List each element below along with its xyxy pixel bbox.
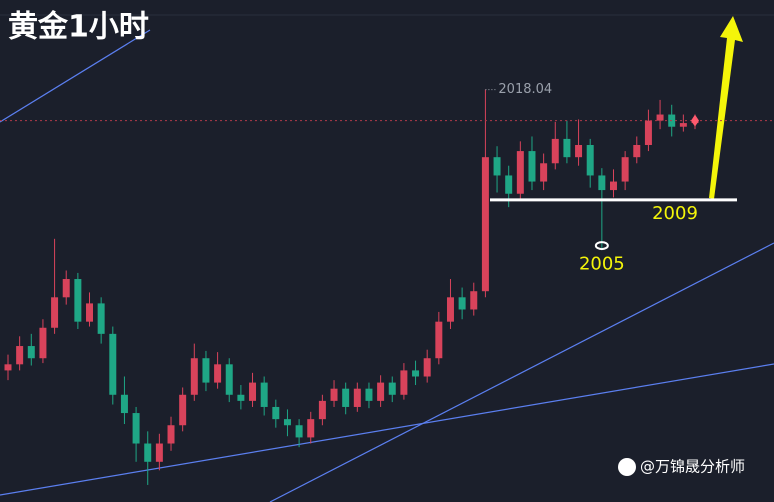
candle-body xyxy=(167,425,175,444)
chart-title: 黄金1小时 xyxy=(8,10,149,45)
last-price-marker xyxy=(691,114,699,127)
candle-body xyxy=(516,151,524,194)
candle-body xyxy=(493,157,501,176)
watermark-icon xyxy=(618,458,636,476)
candle-body xyxy=(27,346,35,359)
candle-body xyxy=(435,321,443,359)
candle-body xyxy=(86,303,94,322)
candle-body xyxy=(109,333,117,395)
trend-line xyxy=(0,363,774,496)
candle-body xyxy=(97,303,105,334)
candle-body xyxy=(481,157,489,292)
candle-body xyxy=(120,394,128,414)
candle-body xyxy=(470,291,478,310)
candle-body xyxy=(528,151,536,182)
candle-body xyxy=(16,346,24,365)
candle-body xyxy=(621,157,629,182)
candle-body xyxy=(62,279,70,298)
candle-body xyxy=(388,382,396,395)
candle-body xyxy=(225,364,233,395)
candle-body xyxy=(179,394,187,426)
candle-body xyxy=(155,443,163,462)
low-label: 2005 xyxy=(579,254,625,275)
candle-body xyxy=(586,144,594,176)
candle-body xyxy=(540,163,548,182)
candle-body xyxy=(423,358,431,377)
candle-body xyxy=(272,406,280,420)
candle-body xyxy=(4,364,12,371)
candle-body xyxy=(144,443,152,462)
candle-body xyxy=(283,419,291,426)
candle-body xyxy=(202,358,210,383)
low-marker xyxy=(594,241,609,251)
watermark-text: @万锦晟分析师 xyxy=(640,458,745,476)
candle-body xyxy=(505,175,513,194)
high-label: 2018.04 xyxy=(498,82,552,97)
candle-body xyxy=(132,413,140,444)
candle-body xyxy=(644,120,652,145)
candle-body xyxy=(318,400,326,420)
candle-body xyxy=(563,138,571,158)
candle-body xyxy=(237,394,245,401)
candle-body xyxy=(365,388,373,401)
trend-line xyxy=(269,242,774,502)
candle-body xyxy=(214,364,222,383)
candle-body xyxy=(446,297,454,322)
candle-body xyxy=(51,297,59,328)
candle-body xyxy=(679,123,687,127)
candle-body xyxy=(633,144,641,158)
candle-body xyxy=(400,370,408,395)
candle-body xyxy=(575,144,583,158)
candle-body xyxy=(377,382,385,401)
candle-body xyxy=(458,297,466,310)
trend-line xyxy=(0,29,151,123)
watermark: @万锦晟分析师 xyxy=(618,458,745,476)
arrow xyxy=(709,16,743,199)
candle-body xyxy=(412,370,420,377)
candle-body xyxy=(598,175,606,191)
candle-body xyxy=(342,388,350,407)
candle-body xyxy=(307,419,315,438)
candle-body xyxy=(190,358,198,395)
support-label: 2009 xyxy=(652,203,698,224)
candle-body xyxy=(551,138,559,164)
candle-body xyxy=(330,388,338,401)
candle-body xyxy=(656,114,664,121)
candle-body xyxy=(39,327,47,359)
candle-body xyxy=(609,181,617,191)
candles xyxy=(4,89,699,485)
candle-body xyxy=(353,388,361,407)
candle-body xyxy=(74,279,82,322)
candle-body xyxy=(295,425,303,438)
candle-body xyxy=(249,382,257,401)
candle-body xyxy=(260,382,268,407)
